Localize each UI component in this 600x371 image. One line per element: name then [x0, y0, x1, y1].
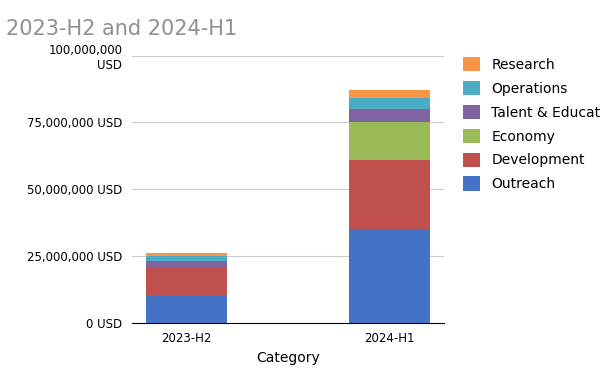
Bar: [146, 253, 227, 256]
Bar: [146, 267, 227, 296]
Bar: [349, 109, 430, 122]
Bar: [349, 229, 430, 323]
Bar: [349, 91, 430, 98]
Bar: [146, 296, 227, 323]
Bar: [146, 256, 227, 261]
Bar: [146, 261, 227, 267]
Bar: [349, 160, 430, 229]
Bar: [349, 122, 430, 160]
Legend: Research, Operations, Talent & Education, Economy, Development, Outreach: Research, Operations, Talent & Education…: [463, 57, 600, 191]
Bar: [349, 98, 430, 109]
X-axis label: Category: Category: [256, 351, 320, 365]
Text: 2023-H2 and 2024-H1: 2023-H2 and 2024-H1: [6, 19, 237, 39]
